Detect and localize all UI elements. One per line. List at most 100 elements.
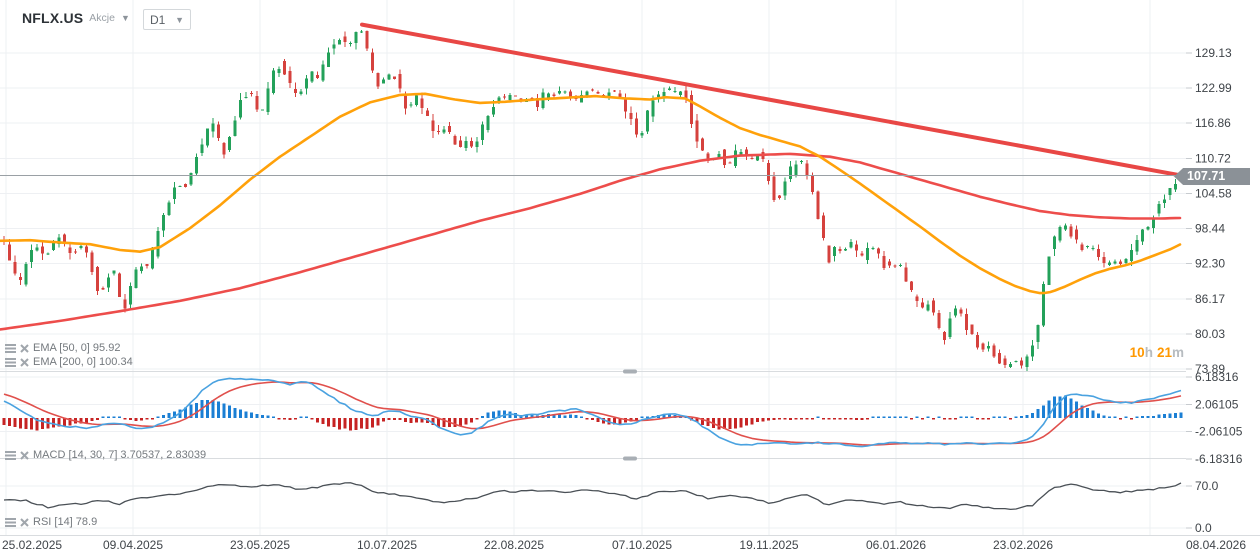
candle-body [178, 186, 182, 187]
macd-histogram-bar [1003, 416, 1007, 418]
macd-histogram-bar [1168, 413, 1172, 418]
candle-body [607, 92, 611, 99]
instrument-header[interactable]: NFLX.US Akcje ▼ [22, 10, 130, 26]
macd-histogram-bar [552, 414, 556, 418]
ema50-line[interactable] [0, 92, 1182, 295]
instrument-symbol[interactable]: NFLX.US [22, 10, 84, 26]
indicator-remove-icon[interactable] [20, 343, 29, 353]
macd-histogram-bar [1047, 400, 1051, 418]
candle-body [310, 71, 314, 82]
macd-histogram-bar [293, 418, 298, 420]
candle-body [469, 140, 474, 147]
candle-body [18, 276, 23, 280]
candle-body [684, 90, 688, 99]
candle-body [662, 92, 666, 99]
candle-body [414, 95, 419, 105]
axis-label: 104.58 [1195, 186, 1232, 200]
macd-histogram-bar [475, 418, 479, 420]
candle-body [1041, 284, 1046, 326]
macd-histogram-bar [453, 418, 457, 428]
macd-histogram-bar [1036, 409, 1040, 418]
ema200-legend: EMA [200, 0] 100.34 [5, 356, 133, 368]
candle-body [1146, 226, 1150, 230]
axis-label: 116.86 [1195, 116, 1231, 130]
trendline[interactable] [360, 22, 1188, 179]
chevron-down-icon[interactable]: ▼ [120, 13, 130, 23]
candle-body [282, 61, 287, 75]
candle-body [1014, 360, 1018, 363]
candle-body [970, 324, 974, 334]
candle-body [486, 116, 490, 130]
macd-histogram-bar [1025, 415, 1029, 418]
candle-body [1151, 217, 1156, 228]
macd-histogram-bar [750, 418, 754, 425]
macd-histogram-bar [860, 418, 864, 420]
candle-body [381, 79, 386, 84]
candle-body [1113, 261, 1117, 264]
candle-body [150, 247, 155, 269]
macd-histogram-bar [695, 418, 699, 422]
indicator-settings-icon[interactable] [5, 517, 16, 527]
candle-body [926, 304, 930, 311]
indicator-settings-icon[interactable] [5, 450, 16, 460]
macd-histogram-bar [590, 418, 595, 421]
candle-body [73, 251, 78, 253]
candle-body [409, 104, 413, 106]
ema200-line[interactable] [0, 152, 1182, 331]
panel-resize-handle[interactable] [623, 456, 637, 461]
macd-histogram-bar [1085, 408, 1090, 418]
axis-label: -2.06105 [1195, 425, 1243, 439]
indicator-settings-icon[interactable] [5, 343, 16, 353]
macd-histogram-bar [805, 418, 809, 420]
macd-histogram-bar [893, 416, 897, 418]
macd-histogram-bar [112, 416, 116, 418]
candle-body [623, 98, 628, 112]
axis-label: 129.13 [1195, 46, 1232, 60]
indicator-settings-icon[interactable] [5, 357, 16, 367]
indicator-remove-icon[interactable] [20, 517, 29, 527]
axis-label: 6.18316 [1195, 370, 1239, 384]
candle-body [1118, 261, 1123, 265]
candle-body [172, 187, 177, 199]
session-countdown: 10h 21m [1130, 345, 1184, 360]
macd-histogram-bar [612, 418, 617, 425]
candle-body [920, 302, 925, 308]
rsi-legend-label: RSI [14] 78.9 [33, 516, 98, 528]
macd-histogram-bar [348, 418, 353, 431]
candle-body [464, 140, 468, 148]
indicator-remove-icon[interactable] [20, 450, 29, 460]
timeframe-value: D1 [150, 12, 166, 27]
macd-histogram-bar [84, 418, 89, 424]
candle-body [898, 265, 903, 267]
candle-body [783, 181, 787, 196]
candle-body [425, 110, 430, 116]
macd-histogram-bar [1091, 410, 1095, 418]
macd-histogram-bar [1135, 416, 1139, 418]
macd-histogram-bar [1151, 415, 1156, 418]
macd-histogram-bar [387, 418, 391, 421]
indicator-remove-icon[interactable] [20, 357, 29, 367]
candle-body [315, 75, 320, 79]
candle-body [816, 191, 820, 219]
macd-histogram-bar [827, 418, 831, 420]
panel-resize-handle[interactable] [623, 369, 637, 374]
rsi-line[interactable] [3, 482, 1182, 511]
candle-body [332, 44, 336, 49]
candle-body [431, 120, 435, 132]
candle-body [354, 31, 358, 44]
candle-body [590, 89, 595, 91]
timeframe-select[interactable]: D1 ▼ [143, 9, 191, 30]
candle-body [436, 130, 441, 132]
macd-histogram-bar [722, 418, 727, 430]
candle-body [557, 91, 562, 94]
date-label: 19.11.2025 [739, 538, 798, 552]
candle-body [667, 88, 672, 90]
macd-histogram-bar [205, 400, 210, 418]
macd-histogram-bar [1019, 416, 1024, 418]
candle-body [772, 176, 776, 200]
chevron-down-icon: ▼ [175, 14, 184, 25]
candle-body [777, 195, 782, 198]
macd-line[interactable] [3, 377, 1182, 448]
macd-histogram-bar [156, 416, 160, 418]
